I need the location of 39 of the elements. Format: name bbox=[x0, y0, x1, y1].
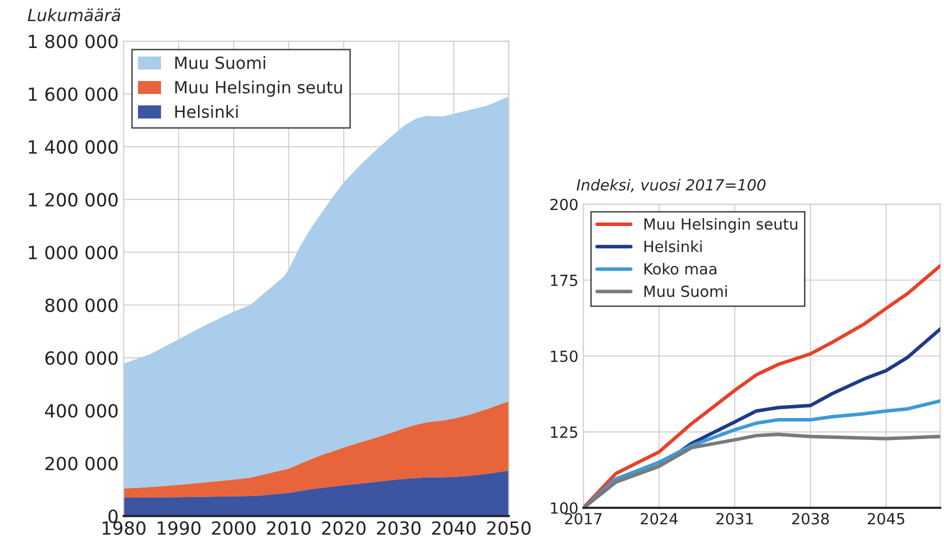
legend-label: Muu Suomi bbox=[644, 285, 727, 298]
y-tick-label: 1 800 000 bbox=[28, 34, 118, 48]
x-tick-label: 2030 bbox=[377, 521, 421, 535]
x-tick-label: 2045 bbox=[868, 512, 904, 525]
y-tick-label: 1 400 000 bbox=[28, 140, 118, 154]
x-tick-label: 1990 bbox=[158, 521, 200, 535]
x-tick-label: 2020 bbox=[322, 521, 366, 535]
y-axis-title: Lukumäärä bbox=[28, 8, 120, 22]
y-tick-label: 200 bbox=[550, 198, 578, 210]
x-tick-label: 2050 bbox=[487, 521, 531, 535]
x-tick-label: 1980 bbox=[102, 521, 146, 535]
y-tick-label: 125 bbox=[551, 426, 578, 438]
x-tick-label: 2000 bbox=[212, 521, 256, 535]
y-tick-label: 800 000 bbox=[45, 298, 118, 312]
legend-label: Helsinki bbox=[175, 105, 238, 118]
x-tick-label: 2024 bbox=[640, 512, 678, 525]
y-axis-title: Indeksi, vuosi 2017=100 bbox=[576, 178, 766, 192]
legend-label: Muu Helsingin seutu bbox=[175, 80, 342, 97]
x-tick-label: 2017 bbox=[565, 512, 602, 525]
y-tick-label: 1 000 000 bbox=[28, 246, 118, 260]
x-tick-label: 2040 bbox=[432, 521, 476, 535]
x-tick-label: 2038 bbox=[792, 512, 829, 525]
y-tick-label: 175 bbox=[551, 274, 578, 286]
legend-label: Koko maa bbox=[644, 262, 716, 275]
y-tick-label: 150 bbox=[551, 350, 578, 362]
y-tick-label: 0 bbox=[108, 510, 118, 524]
legend-label: Muu Suomi bbox=[175, 56, 266, 70]
x-tick-label: 2010 bbox=[267, 521, 311, 535]
y-tick-label: 1 200 000 bbox=[28, 192, 118, 207]
y-tick-label: 100 bbox=[551, 502, 578, 514]
y-tick-label: 400 000 bbox=[45, 404, 118, 418]
legend-label: Helsinki bbox=[644, 240, 702, 252]
line-series bbox=[583, 399, 940, 508]
y-tick-label: 1 600 000 bbox=[28, 87, 118, 102]
legend-label: Muu Helsingin seutu bbox=[644, 218, 798, 233]
y-tick-label: 200 000 bbox=[45, 456, 118, 470]
y-tick-label: 600 000 bbox=[45, 351, 118, 365]
line-series bbox=[583, 432, 940, 508]
x-tick-label: 2031 bbox=[716, 512, 753, 525]
